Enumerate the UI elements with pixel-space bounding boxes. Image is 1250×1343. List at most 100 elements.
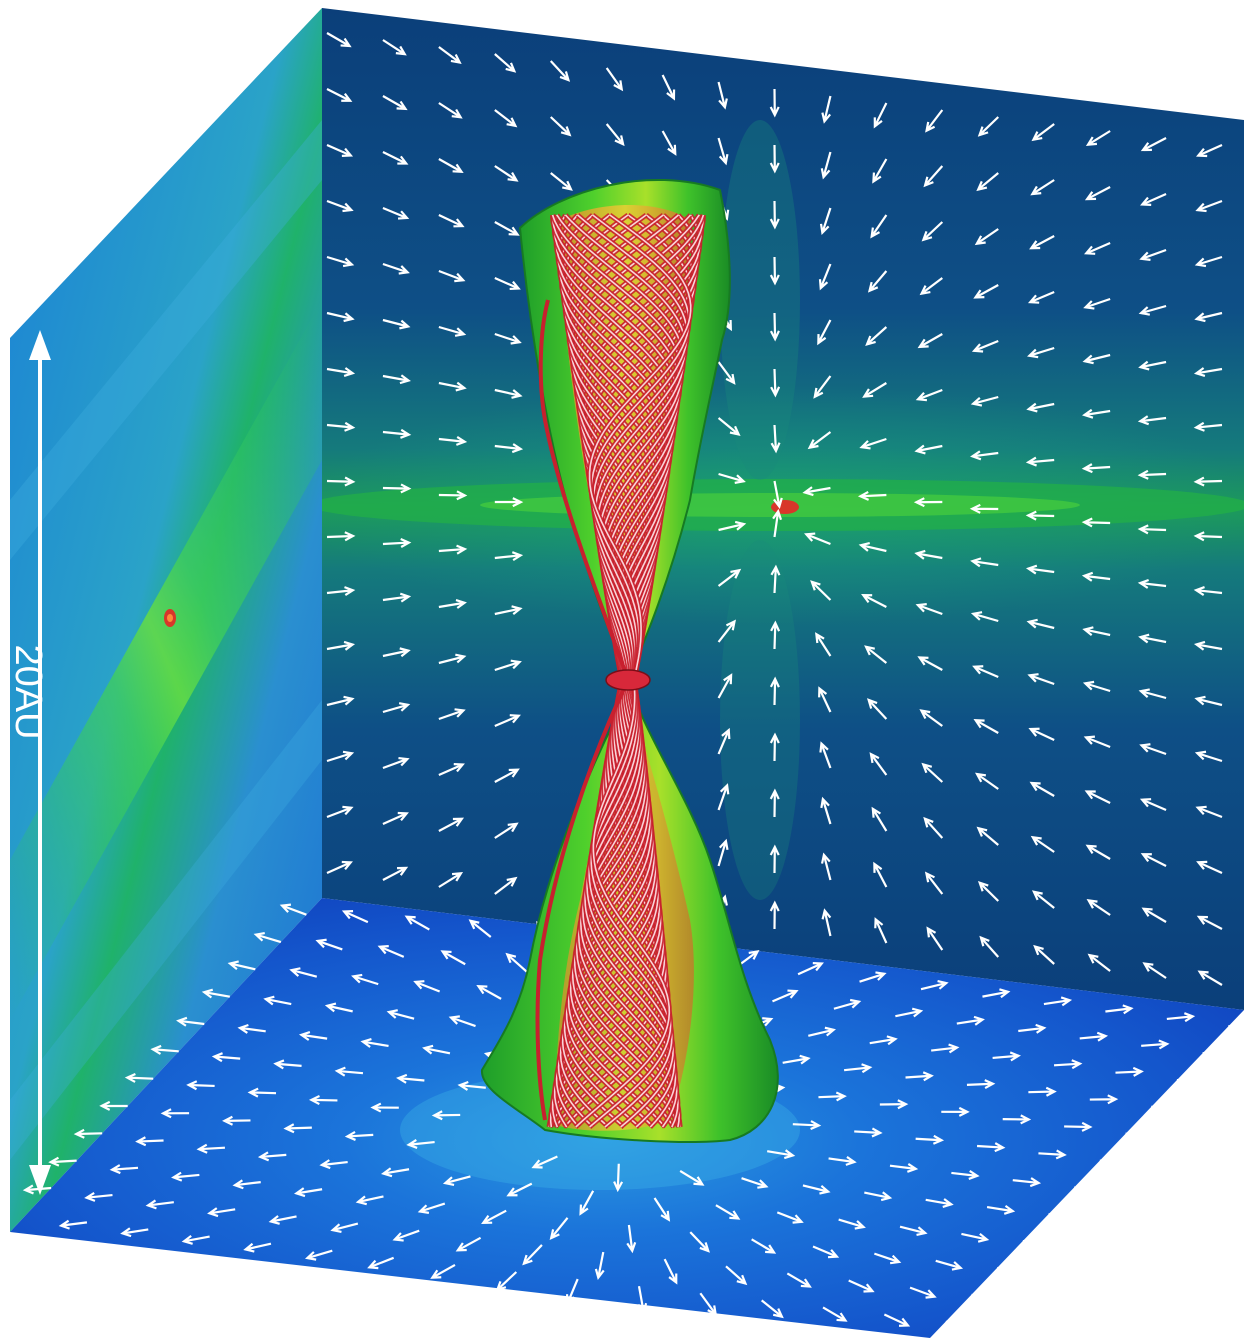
velocity-arrow: [579, 1190, 595, 1216]
field-line: [535, 679, 630, 1121]
velocity-arrow: [326, 421, 356, 432]
velocity-arrow: [717, 838, 729, 867]
velocity-arrow: [970, 557, 999, 568]
velocity-arrow: [1141, 1039, 1170, 1050]
velocity-arrow: [653, 1197, 671, 1222]
velocity-arrow: [915, 388, 943, 402]
velocity-arrow: [951, 1170, 980, 1180]
velocity-arrow: [382, 592, 412, 603]
velocity-arrow: [494, 53, 517, 73]
velocity-arrow: [935, 1259, 964, 1271]
velocity-arrow: [931, 1043, 960, 1054]
velocity-arrow: [1140, 192, 1167, 207]
velocity-arrow: [1193, 531, 1223, 542]
velocity-arrow: [430, 1263, 456, 1279]
velocity-arrow: [1084, 241, 1111, 255]
velocity-arrow: [769, 256, 780, 286]
velocity-arrow: [494, 551, 524, 562]
velocity-arrow: [494, 822, 519, 839]
velocity-arrow: [717, 417, 741, 437]
velocity-arrow: [982, 988, 1011, 999]
velocity-arrow: [776, 1211, 804, 1224]
velocity-arrow: [1025, 456, 1055, 467]
velocity-arrow: [718, 520, 747, 532]
velocity-arrow: [326, 805, 354, 819]
velocity-arrow: [1084, 186, 1111, 201]
back-wall-velocity-arrows: [326, 32, 1223, 986]
velocity-arrow: [848, 1279, 875, 1293]
velocity-arrow: [1193, 367, 1223, 377]
velocity-arrow: [211, 1052, 241, 1063]
velocity-arrow: [382, 647, 411, 658]
floor-velocity-arrows: [22, 903, 1250, 1333]
velocity-arrow: [869, 752, 888, 776]
velocity-arrow: [406, 1139, 435, 1149]
velocity-arrow: [773, 480, 783, 509]
velocity-arrow: [1031, 890, 1055, 909]
velocity-arrow: [1142, 962, 1167, 979]
velocity-arrow: [813, 375, 832, 399]
velocity-arrow: [859, 437, 887, 450]
velocity-arrow: [770, 424, 781, 454]
velocity-arrow: [802, 1184, 831, 1195]
velocity-arrow: [438, 102, 463, 119]
velocity-arrow: [717, 783, 730, 811]
velocity-arrow: [1099, 1156, 1129, 1167]
velocity-arrow: [207, 1207, 236, 1218]
velocity-arrow: [315, 938, 343, 951]
velocity-arrow: [970, 450, 999, 461]
velocity-arrow: [1030, 835, 1055, 853]
velocity-arrow: [438, 381, 467, 392]
velocity-arrow: [326, 143, 354, 158]
velocity-arrow: [448, 1015, 476, 1028]
velocity-arrow: [1081, 571, 1111, 582]
velocity-arrow: [872, 158, 888, 184]
velocity-arrow: [330, 1222, 359, 1234]
velocity-arrow: [970, 611, 999, 623]
velocity-arrow: [956, 1015, 985, 1026]
velocity-arrow: [977, 881, 1000, 902]
velocity-arrow: [1137, 415, 1167, 426]
velocity-arrow: [1087, 953, 1111, 972]
velocity-arrow: [661, 74, 676, 101]
velocity-arrow: [741, 1177, 769, 1189]
velocity-arrow: [506, 1182, 533, 1197]
velocity-arrow: [975, 772, 999, 790]
velocity-arrow: [382, 538, 412, 548]
velocity-arrow: [921, 221, 944, 242]
velocity-arrow: [717, 727, 731, 755]
velocity-arrow: [1085, 130, 1111, 146]
velocity-arrow: [925, 109, 944, 133]
velocity-arrow: [380, 1167, 410, 1178]
velocity-arrow: [422, 1044, 451, 1055]
velocity-arrow: [1202, 1047, 1232, 1058]
velocity-arrow: [996, 1266, 1025, 1278]
velocity-arrow: [1031, 123, 1055, 142]
velocity-arrow: [232, 1179, 261, 1190]
velocity-arrow: [818, 686, 832, 713]
velocity-arrow: [914, 549, 943, 560]
velocity-arrow: [145, 1199, 174, 1210]
velocity-arrow: [769, 732, 780, 762]
velocity-arrow: [1194, 750, 1223, 763]
velocity-arrow: [404, 915, 430, 931]
velocity-arrow: [808, 1026, 836, 1037]
velocity-arrow: [1083, 297, 1111, 310]
velocity-arrow: [1079, 1031, 1109, 1042]
velocity-arrow: [1012, 1177, 1042, 1188]
velocity-arrow: [438, 817, 465, 832]
velocity-arrow: [605, 67, 624, 92]
velocity-arrow: [1195, 199, 1223, 213]
velocity-arrow: [1053, 1059, 1083, 1070]
velocity-arrow: [594, 1251, 605, 1280]
velocity-arrow: [1196, 860, 1223, 875]
velocity-arrow: [48, 1156, 77, 1167]
velocity-arrow: [992, 1051, 1021, 1062]
velocity-arrow: [717, 673, 733, 699]
velocity-arrow: [717, 81, 728, 110]
velocity-arrow: [971, 1293, 999, 1306]
velocity-arrow: [438, 325, 467, 337]
velocity-arrow: [417, 1202, 446, 1214]
velocity-arrow: [821, 95, 832, 124]
velocity-arrow: [917, 333, 943, 349]
